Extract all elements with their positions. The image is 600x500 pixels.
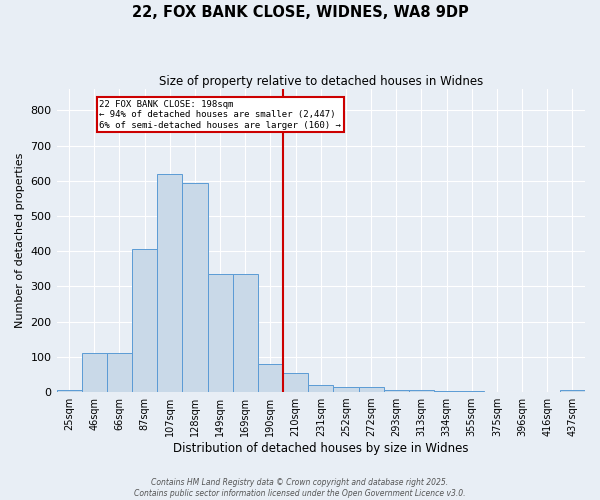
Bar	[258, 364, 283, 392]
Y-axis label: Number of detached properties: Number of detached properties	[15, 153, 25, 328]
Bar	[459, 391, 484, 392]
Bar	[359, 387, 383, 392]
Bar	[434, 391, 459, 392]
Bar	[233, 274, 258, 392]
Bar	[157, 174, 182, 392]
Bar	[283, 372, 308, 392]
Bar	[132, 250, 157, 392]
Bar	[82, 354, 107, 392]
Bar	[182, 182, 208, 392]
Text: Contains HM Land Registry data © Crown copyright and database right 2025.
Contai: Contains HM Land Registry data © Crown c…	[134, 478, 466, 498]
Bar	[383, 390, 409, 392]
Bar	[409, 390, 434, 392]
X-axis label: Distribution of detached houses by size in Widnes: Distribution of detached houses by size …	[173, 442, 469, 455]
Text: 22, FOX BANK CLOSE, WIDNES, WA8 9DP: 22, FOX BANK CLOSE, WIDNES, WA8 9DP	[131, 5, 469, 20]
Title: Size of property relative to detached houses in Widnes: Size of property relative to detached ho…	[158, 75, 483, 88]
Bar	[334, 387, 359, 392]
Bar	[107, 354, 132, 392]
Bar	[308, 385, 334, 392]
Bar	[560, 390, 585, 392]
Bar	[56, 390, 82, 392]
Text: 22 FOX BANK CLOSE: 198sqm
← 94% of detached houses are smaller (2,447)
6% of sem: 22 FOX BANK CLOSE: 198sqm ← 94% of detac…	[100, 100, 341, 130]
Bar	[208, 274, 233, 392]
